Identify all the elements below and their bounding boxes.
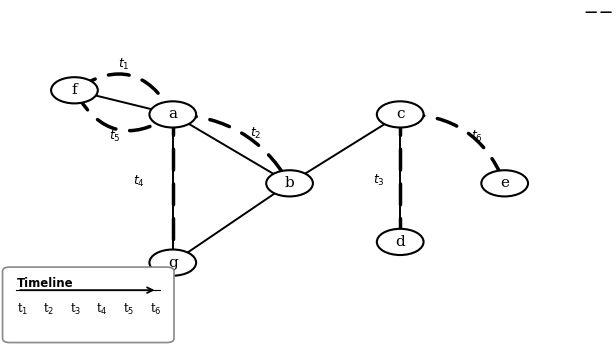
- Circle shape: [481, 170, 528, 197]
- Circle shape: [266, 170, 313, 197]
- Text: $t_4$: $t_4$: [133, 174, 145, 189]
- Text: t$_2$: t$_2$: [43, 302, 55, 317]
- FancyArrowPatch shape: [403, 115, 504, 181]
- Text: a: a: [168, 107, 177, 121]
- FancyArrowPatch shape: [76, 93, 171, 131]
- FancyBboxPatch shape: [2, 267, 174, 343]
- Text: $t_1$: $t_1$: [118, 57, 129, 72]
- Circle shape: [377, 229, 424, 255]
- Text: $t_3$: $t_3$: [373, 173, 384, 189]
- Text: — —: — —: [585, 6, 612, 19]
- Circle shape: [51, 77, 98, 103]
- FancyArrowPatch shape: [176, 115, 288, 181]
- Text: Timeline: Timeline: [17, 277, 74, 290]
- Circle shape: [150, 101, 196, 128]
- Text: b: b: [285, 176, 294, 190]
- Text: e: e: [500, 176, 509, 190]
- Text: c: c: [396, 107, 405, 121]
- Circle shape: [150, 249, 196, 276]
- Text: f: f: [71, 83, 77, 97]
- Text: d: d: [395, 235, 405, 249]
- Text: $t_2$: $t_2$: [250, 126, 262, 141]
- Text: t$_3$: t$_3$: [70, 302, 81, 317]
- Text: t$_5$: t$_5$: [123, 302, 134, 317]
- Text: t$_1$: t$_1$: [17, 302, 28, 317]
- Circle shape: [377, 101, 424, 128]
- Text: g: g: [168, 256, 177, 270]
- Text: t$_6$: t$_6$: [150, 302, 161, 317]
- FancyArrowPatch shape: [77, 74, 171, 112]
- Text: $t_6$: $t_6$: [471, 129, 483, 144]
- Text: t$_4$: t$_4$: [97, 302, 108, 317]
- Text: $t_5$: $t_5$: [108, 129, 120, 144]
